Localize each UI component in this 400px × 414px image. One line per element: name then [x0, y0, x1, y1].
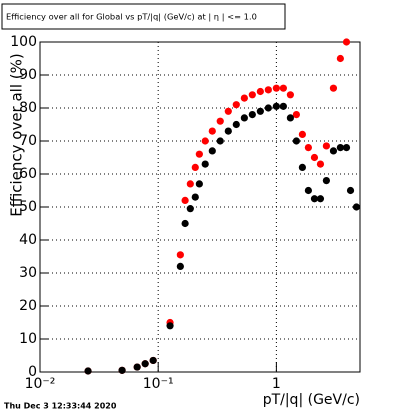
marker — [336, 54, 344, 63]
marker — [256, 107, 264, 115]
footer: Thu Dec 3 12:33:44 2020 — [4, 402, 117, 411]
marker — [316, 195, 325, 203]
marker — [279, 84, 287, 92]
marker — [292, 111, 300, 119]
y-tick-label: 70 — [19, 133, 37, 149]
marker — [286, 91, 294, 99]
marker — [181, 196, 189, 204]
marker — [191, 193, 199, 201]
x-tick-label: 10⁻¹ — [143, 376, 174, 392]
marker — [329, 147, 338, 155]
marker — [336, 144, 344, 152]
marker — [216, 137, 224, 145]
marker — [316, 160, 325, 168]
marker — [310, 195, 319, 203]
y-tick-label: 0 — [28, 364, 37, 380]
marker — [186, 180, 194, 188]
marker — [298, 130, 306, 138]
marker — [292, 137, 300, 145]
marker — [195, 150, 203, 158]
marker — [208, 147, 216, 155]
y-tick-label: 40 — [19, 232, 37, 248]
x-tick-label: 1 — [272, 376, 281, 392]
marker — [256, 87, 264, 96]
y-axis-label: Efficiency over all (%) — [8, 53, 26, 217]
y-tick-label: 20 — [19, 298, 37, 314]
marker — [201, 137, 209, 145]
marker — [240, 114, 248, 122]
marker — [298, 163, 306, 171]
marker — [84, 367, 92, 375]
marker — [216, 117, 224, 125]
marker — [272, 84, 280, 92]
marker — [264, 86, 272, 94]
marker — [346, 186, 355, 195]
marker — [141, 360, 149, 368]
y-tick-label: 30 — [19, 265, 37, 281]
marker — [133, 363, 141, 371]
marker — [149, 356, 157, 365]
marker — [166, 322, 174, 330]
y-tick-label: 50 — [19, 199, 37, 215]
y-tick-label: 90 — [19, 67, 37, 83]
chart-title: Efficiency over all for Global vs pT/|q|… — [6, 12, 257, 22]
marker — [264, 104, 272, 112]
marker — [342, 38, 351, 46]
y-tick-label: 80 — [19, 100, 37, 116]
marker — [279, 102, 287, 110]
marker — [186, 205, 194, 213]
marker — [248, 91, 256, 99]
marker — [248, 111, 256, 119]
marker — [176, 262, 184, 270]
marker — [232, 120, 240, 129]
marker — [342, 144, 351, 152]
x-tick-label: 10⁻² — [25, 376, 56, 392]
y-tick-label: 60 — [19, 166, 37, 182]
marker — [232, 101, 240, 109]
marker — [322, 177, 330, 185]
marker — [286, 114, 294, 122]
marker — [181, 219, 189, 228]
marker — [304, 144, 312, 152]
title-box — [1, 3, 286, 30]
marker — [176, 251, 184, 259]
y-tick-label: 10 — [19, 331, 37, 347]
marker — [310, 153, 319, 162]
marker — [329, 84, 338, 92]
marker — [195, 180, 203, 188]
marker — [224, 107, 232, 115]
marker — [224, 127, 232, 135]
marker — [118, 366, 126, 374]
y-tick-label: 100 — [10, 34, 37, 50]
marker — [208, 127, 216, 135]
marker — [191, 163, 199, 171]
marker — [201, 160, 209, 168]
marker — [322, 142, 330, 150]
marker — [272, 102, 280, 110]
marker — [304, 186, 312, 195]
marker — [240, 94, 248, 102]
marker — [352, 203, 361, 211]
x-axis-label: pT/|q| (GeV/c) — [263, 392, 360, 408]
